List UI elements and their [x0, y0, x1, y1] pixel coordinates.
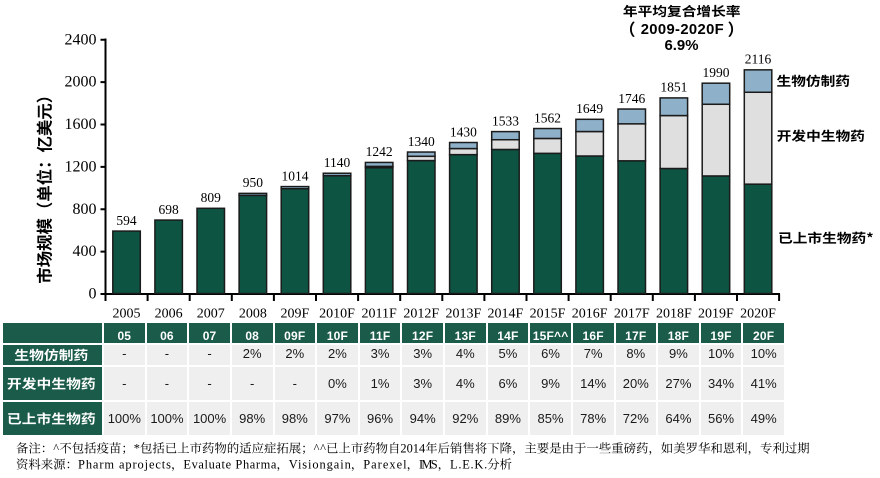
- svg-text:2019F: 2019F: [698, 307, 734, 322]
- svg-text:2009-2020F: 2009-2020F: [641, 22, 724, 38]
- svg-text:2016F: 2016F: [572, 307, 608, 322]
- svg-text:1242: 1242: [366, 144, 393, 159]
- svg-text:2011F: 2011F: [362, 307, 397, 322]
- svg-text:950: 950: [243, 175, 264, 190]
- svg-text:1200: 1200: [65, 158, 97, 175]
- svg-text:2000: 2000: [65, 74, 97, 91]
- svg-text:2014F: 2014F: [488, 307, 524, 322]
- svg-text:*: *: [134, 442, 140, 456]
- svg-text:1990: 1990: [702, 65, 729, 80]
- svg-text:2008: 2008: [239, 307, 267, 322]
- svg-text:1014: 1014: [281, 168, 308, 183]
- svg-text:2014: 2014: [400, 442, 425, 456]
- svg-text:Parexel: Parexel: [363, 458, 407, 472]
- svg-text:1851: 1851: [660, 80, 687, 95]
- svg-text:1649: 1649: [576, 101, 603, 116]
- svg-text:2400: 2400: [65, 31, 97, 48]
- svg-text:2015F: 2015F: [530, 307, 566, 322]
- svg-text:209F: 209F: [281, 307, 310, 322]
- svg-text:1140: 1140: [324, 155, 351, 170]
- svg-text:2013F: 2013F: [445, 307, 481, 322]
- svg-text:^: ^: [53, 442, 59, 456]
- svg-text:800: 800: [73, 201, 97, 218]
- svg-text:1562: 1562: [534, 110, 561, 125]
- svg-text:6.9%: 6.9%: [665, 38, 699, 54]
- svg-text:2017F: 2017F: [614, 307, 650, 322]
- svg-text:1430: 1430: [450, 124, 477, 139]
- svg-text:594: 594: [116, 213, 137, 228]
- svg-text:698: 698: [159, 202, 180, 217]
- svg-text:2012F: 2012F: [403, 307, 439, 322]
- svg-text:2018F: 2018F: [656, 307, 692, 322]
- svg-text:Evaluate Pharma: Evaluate Pharma: [183, 458, 277, 472]
- svg-text:1600: 1600: [65, 116, 97, 133]
- svg-text:2007: 2007: [197, 307, 225, 322]
- svg-text:809: 809: [201, 190, 222, 205]
- svg-text:2010F: 2010F: [319, 307, 355, 322]
- svg-text:1340: 1340: [408, 134, 435, 149]
- svg-text:L.E.K.: L.E.K.: [450, 458, 487, 472]
- svg-text:0: 0: [89, 286, 97, 303]
- svg-text:400: 400: [73, 243, 97, 260]
- svg-text:1533: 1533: [492, 113, 519, 128]
- svg-text:IMS: IMS: [419, 458, 438, 472]
- svg-text:2116: 2116: [745, 52, 772, 67]
- svg-text:2006: 2006: [155, 307, 183, 322]
- svg-text:Visiongain: Visiongain: [289, 458, 351, 472]
- svg-text:^^: ^^: [314, 442, 327, 456]
- svg-text:2020F: 2020F: [740, 307, 776, 322]
- svg-text:1746: 1746: [618, 91, 645, 106]
- svg-text:2005: 2005: [113, 307, 141, 322]
- svg-text:Pharm aprojects: Pharm aprojects: [78, 458, 171, 472]
